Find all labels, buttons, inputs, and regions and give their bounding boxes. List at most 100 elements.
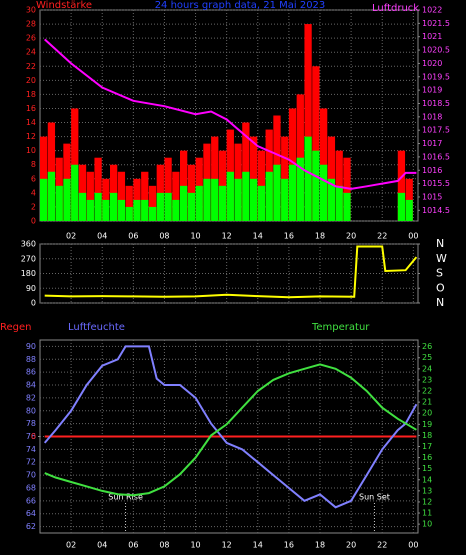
y-tick-label: 11: [422, 509, 432, 518]
y-tick-label: 80: [26, 406, 36, 415]
y-tick-label: 1016.5: [422, 152, 450, 161]
bar: [335, 185, 343, 221]
y-tick-label: 26: [26, 34, 36, 43]
annotation: Sun Rise: [108, 493, 143, 502]
bar: [47, 171, 56, 221]
y-tick-label: O: [436, 281, 445, 294]
y-tick-label: 0: [31, 299, 36, 308]
x-tick-label: 08: [159, 541, 169, 550]
y-tick-label: 72: [26, 458, 36, 467]
bar: [304, 136, 312, 221]
x-tick-label: 14: [253, 541, 263, 550]
x-tick-label: 10: [190, 232, 200, 241]
y-tick-label: 1018: [422, 112, 442, 121]
line: [44, 363, 417, 497]
bar: [203, 178, 211, 221]
y-tick-label: 16: [422, 453, 432, 462]
bar: [187, 192, 196, 221]
y-tick-label: 1015: [422, 192, 442, 201]
bar: [312, 150, 320, 221]
bar: [86, 171, 94, 221]
bar: [133, 199, 141, 221]
y-tick-label: 22: [26, 62, 36, 71]
y3-label: Regen: [0, 322, 32, 333]
line: [44, 245, 418, 299]
y-tick-label: 12: [422, 497, 432, 506]
bar: [141, 171, 149, 221]
bar: [265, 171, 273, 221]
y-tick-label: N: [436, 296, 444, 309]
y-tick-label: 1015.5: [422, 179, 450, 188]
x-tick-label: 02: [66, 541, 76, 550]
y-tick-label: 78: [26, 419, 36, 428]
y-tick-label: 82: [26, 393, 36, 402]
bar: [86, 199, 94, 221]
y-tick-label: 180: [21, 269, 36, 278]
y-tick-label: 8: [31, 160, 36, 169]
y-tick-label: 30: [26, 6, 36, 15]
x-tick-label: 12: [222, 541, 232, 550]
y-tick-label: 24: [422, 364, 432, 373]
y-tick-label: 0: [31, 432, 36, 441]
y2-label: Temperatur: [311, 322, 370, 333]
annotation: Sun Set: [359, 493, 390, 502]
y-tick-label: 14: [26, 118, 36, 127]
y-tick-label: 10: [26, 146, 36, 155]
bar: [63, 178, 71, 221]
y-tick-label: 1014.5: [422, 206, 450, 215]
bar: [156, 192, 164, 221]
y-tick-label: 1016: [422, 166, 442, 175]
bar: [117, 199, 126, 221]
y-tick-label: 28: [26, 20, 36, 29]
bar: [141, 199, 149, 221]
y-tick-label: 1022: [422, 6, 442, 15]
bar: [281, 178, 289, 221]
y-tick-label: 86: [26, 368, 36, 377]
bar: [327, 178, 336, 221]
bar: [312, 66, 320, 222]
y-tick-label: 76: [26, 432, 36, 441]
y-tick-label: 22: [422, 387, 432, 396]
bar: [125, 206, 133, 221]
bar: [125, 185, 133, 221]
bar: [102, 199, 110, 221]
y2-label: Luftdruck: [372, 3, 419, 14]
y-tick-label: 1021: [422, 32, 442, 41]
y-tick-label: 88: [26, 355, 36, 364]
x-tick-label: 04: [97, 541, 107, 550]
y-tick-label: 18: [26, 90, 36, 99]
y-tick-label: N: [436, 237, 444, 250]
bar: [164, 192, 172, 221]
bar: [211, 178, 219, 221]
y-tick-label: 20: [422, 409, 432, 418]
bar: [172, 199, 180, 221]
y-tick-label: 1019.5: [422, 72, 450, 81]
x-tick-label: 00: [408, 541, 418, 550]
y-tick-label: 1020.5: [422, 46, 450, 55]
y-tick-label: 68: [26, 483, 36, 492]
y-tick-label: 360: [21, 240, 36, 249]
bar: [71, 164, 79, 221]
y-tick-label: 1017.5: [422, 126, 450, 135]
x-tick-label: 18: [315, 541, 325, 550]
y-tick-label: 25: [422, 353, 432, 362]
y-tick-label: 62: [26, 522, 36, 531]
bar: [164, 157, 172, 221]
y-tick-label: S: [436, 267, 443, 280]
y-tick-label: 90: [26, 342, 36, 351]
bar: [273, 164, 281, 221]
x-tick-label: 08: [159, 232, 169, 241]
bar: [218, 185, 227, 221]
y-tick-label: 13: [422, 486, 432, 495]
x-tick-label: 06: [128, 232, 138, 241]
y-tick-label: 18: [422, 431, 432, 440]
bar: [55, 185, 63, 221]
y-tick-label: 1019: [422, 86, 442, 95]
bar: [94, 157, 102, 221]
y-tick-label: 14: [422, 475, 432, 484]
x-tick-label: 14: [253, 232, 263, 241]
bar: [148, 185, 157, 221]
y-tick-label: 26: [422, 342, 432, 351]
y-tick-label: 70: [26, 471, 36, 480]
